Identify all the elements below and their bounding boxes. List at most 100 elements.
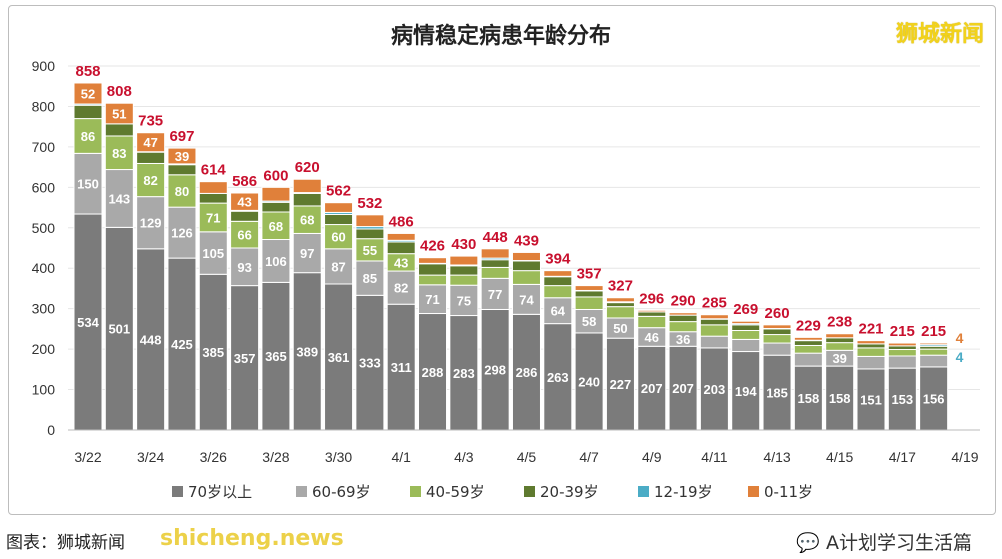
total-label: 229 (796, 317, 821, 334)
total-label: 269 (733, 301, 758, 318)
logo: 狮城新闻 (895, 22, 984, 47)
segment-label: 66 (237, 228, 251, 243)
bar-segment (825, 365, 855, 431)
segment-label: 126 (171, 226, 193, 241)
bar-segment (793, 352, 823, 367)
bar-segment (887, 342, 917, 347)
segment-label: 105 (202, 246, 224, 261)
segment-label: 143 (108, 191, 130, 206)
bar-segment (574, 285, 604, 291)
segment-label: 47 (143, 135, 157, 150)
bar-segment (292, 178, 322, 194)
segment-label: 288 (422, 365, 444, 380)
wechat-source: 💬 A计划学习生活篇 (796, 528, 972, 555)
wechat-source-text: A计划学习生活篇 (826, 532, 972, 554)
bar-segment (418, 313, 448, 431)
bar-segment (856, 343, 886, 349)
total-label: 285 (702, 295, 727, 312)
y-tick-label: 800 (32, 98, 56, 114)
bar-segment (104, 226, 134, 431)
legend-label: 0-11岁 (764, 483, 813, 501)
bar-segment (856, 347, 886, 357)
caption: 图表：狮城新闻 (6, 533, 125, 553)
segment-label: 151 (860, 392, 882, 407)
segment-label: 75 (457, 293, 471, 308)
bar-segment (731, 351, 761, 431)
legend-swatch (296, 486, 307, 497)
bar-segment (699, 318, 729, 326)
segment-label: 357 (234, 351, 256, 366)
bar-segment (104, 169, 134, 228)
y-tick-label: 200 (32, 341, 56, 357)
x-tick-label: 4/5 (517, 449, 537, 465)
bar-segment (230, 192, 260, 211)
bar-segment (762, 354, 792, 431)
segment-label: 153 (891, 392, 913, 407)
bar-segment (574, 332, 604, 431)
bar-segment (668, 312, 698, 316)
segment-label: 389 (296, 344, 318, 359)
total-label: 215 (890, 323, 915, 340)
total-label: 394 (545, 251, 571, 268)
total-label: 430 (451, 236, 476, 253)
bar-segment (637, 315, 667, 329)
segment-label: 64 (551, 304, 566, 319)
legend-label: 40-59岁 (426, 483, 485, 501)
bar-segment (73, 82, 103, 105)
y-tick-label: 0 (47, 422, 55, 438)
x-tick-label: 4/13 (763, 449, 790, 465)
segment-label: 501 (108, 322, 130, 337)
segment-label: 80 (175, 184, 189, 199)
segment-label: 207 (641, 381, 663, 396)
legend-swatch (638, 486, 649, 497)
legend-label: 70岁以上 (188, 483, 252, 501)
bar-segment (574, 290, 604, 298)
bar-segment (167, 147, 197, 165)
segment-label: 298 (484, 363, 506, 378)
segment-label: 39 (832, 351, 846, 366)
x-tick-label: 4/11 (701, 449, 727, 465)
bar-segment (292, 232, 322, 274)
segment-label: 534 (77, 315, 99, 330)
segment-label: 333 (359, 356, 381, 371)
bar-segment (731, 330, 761, 340)
y-tick-label: 700 (32, 139, 56, 155)
bar-segment (355, 260, 385, 296)
bar-segment (355, 214, 385, 228)
y-tick-label: 500 (32, 220, 56, 236)
bar-segment (699, 335, 729, 349)
bar-segment (418, 274, 448, 286)
bar-segment (324, 224, 354, 250)
bar-segment (887, 367, 917, 431)
segment-label: 263 (547, 370, 569, 385)
bar-segment (198, 192, 228, 204)
segment-label: 158 (798, 391, 820, 406)
legend-label: 12-19岁 (654, 483, 713, 501)
bar-segment (449, 274, 479, 286)
total-label: 448 (483, 229, 508, 246)
segment-label: 185 (766, 386, 788, 401)
total-label: 614 (201, 162, 227, 179)
segment-label: 71 (425, 292, 439, 307)
watermark: shicheng.news (160, 526, 344, 551)
bar-segment (731, 338, 761, 353)
bar-segment (230, 285, 260, 431)
bar-segment (668, 321, 698, 333)
bar-segment (104, 123, 134, 137)
bar-segment (793, 344, 823, 354)
x-tick-label: 3/28 (262, 449, 289, 465)
x-tick-label: 3/26 (200, 449, 227, 465)
segment-label: 51 (112, 107, 126, 122)
bar-segment (856, 355, 886, 370)
segment-label: 83 (112, 146, 126, 161)
segment-label: 97 (300, 246, 314, 261)
segment-label: 58 (582, 314, 596, 329)
segment-label: 385 (202, 345, 224, 360)
x-tick-label: 3/24 (137, 449, 164, 465)
bar-segment (919, 354, 949, 368)
segment-label: 36 (676, 332, 690, 347)
bar-segment (73, 104, 103, 120)
bar-segment (261, 186, 291, 202)
bar-segment (136, 196, 166, 250)
x-tick-label: 4/15 (826, 449, 853, 465)
